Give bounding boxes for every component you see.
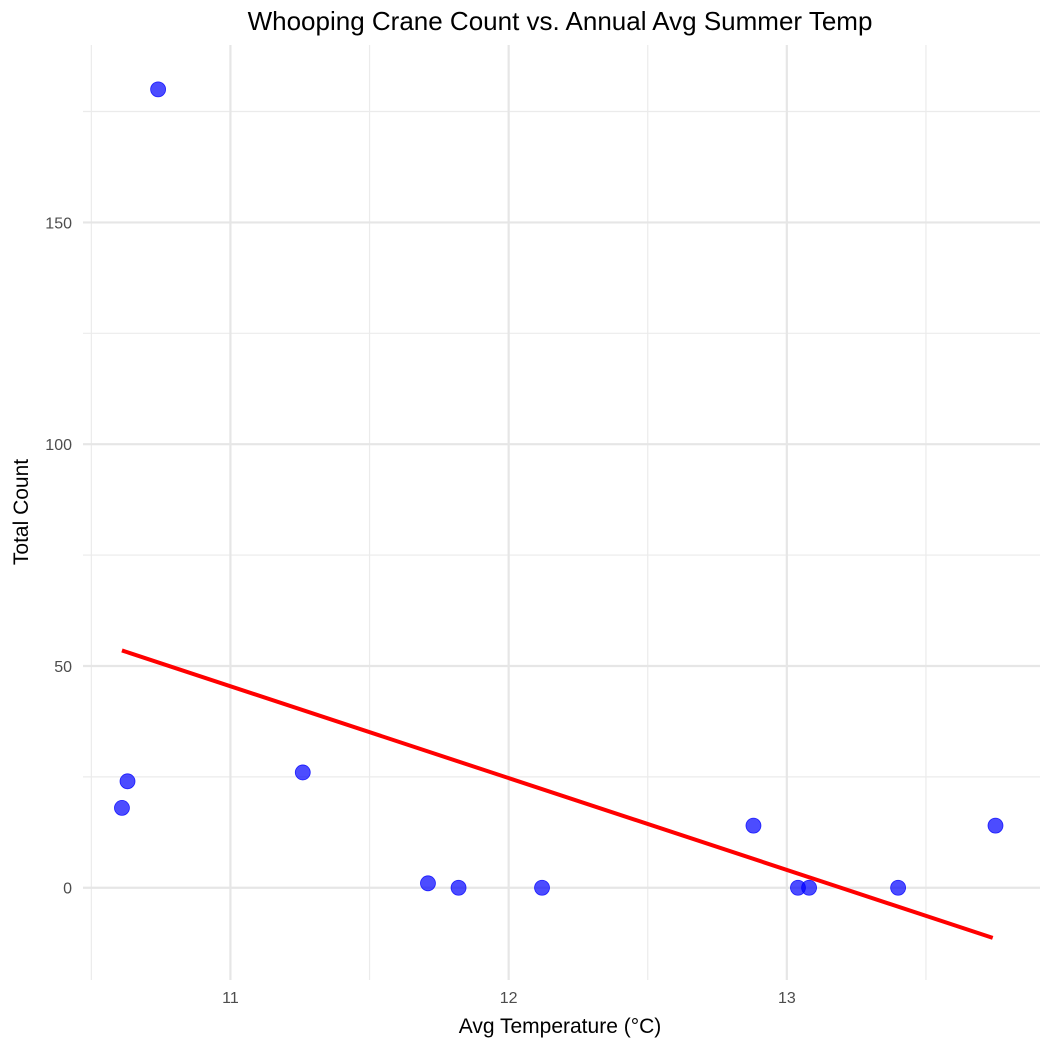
regression-line (121, 648, 994, 940)
y-tick-label: 100 (45, 437, 72, 454)
minor-gridlines (83, 45, 1040, 980)
data-point (890, 879, 907, 896)
major-gridlines (83, 45, 1040, 980)
y-tick-label: 50 (54, 659, 72, 676)
y-tick-label: 0 (63, 881, 72, 898)
fit-line (121, 648, 994, 940)
data-point (150, 81, 167, 98)
data-point (450, 879, 467, 896)
data-point (745, 817, 762, 834)
data-point (294, 764, 311, 781)
y-tick-label: 150 (45, 215, 72, 232)
x-tick-label: 11 (222, 990, 239, 1007)
data-point (534, 879, 550, 896)
data-points (114, 81, 1004, 896)
x-tick-label: 12 (500, 990, 518, 1007)
data-point (420, 875, 436, 892)
data-point (119, 773, 136, 790)
y-axis-title: Total Count (10, 459, 33, 565)
x-axis-title: Avg Temperature (°C) (459, 1015, 662, 1038)
data-point (801, 879, 817, 896)
chart-title: Whooping Crane Count vs. Annual Avg Summ… (248, 6, 873, 36)
data-point (114, 800, 130, 816)
x-tick-label: 13 (778, 990, 796, 1007)
y-axis-tick-labels: 0 50 100 150 (45, 215, 72, 897)
x-axis-tick-labels: 11 12 13 (222, 990, 796, 1007)
data-point (987, 817, 1004, 834)
